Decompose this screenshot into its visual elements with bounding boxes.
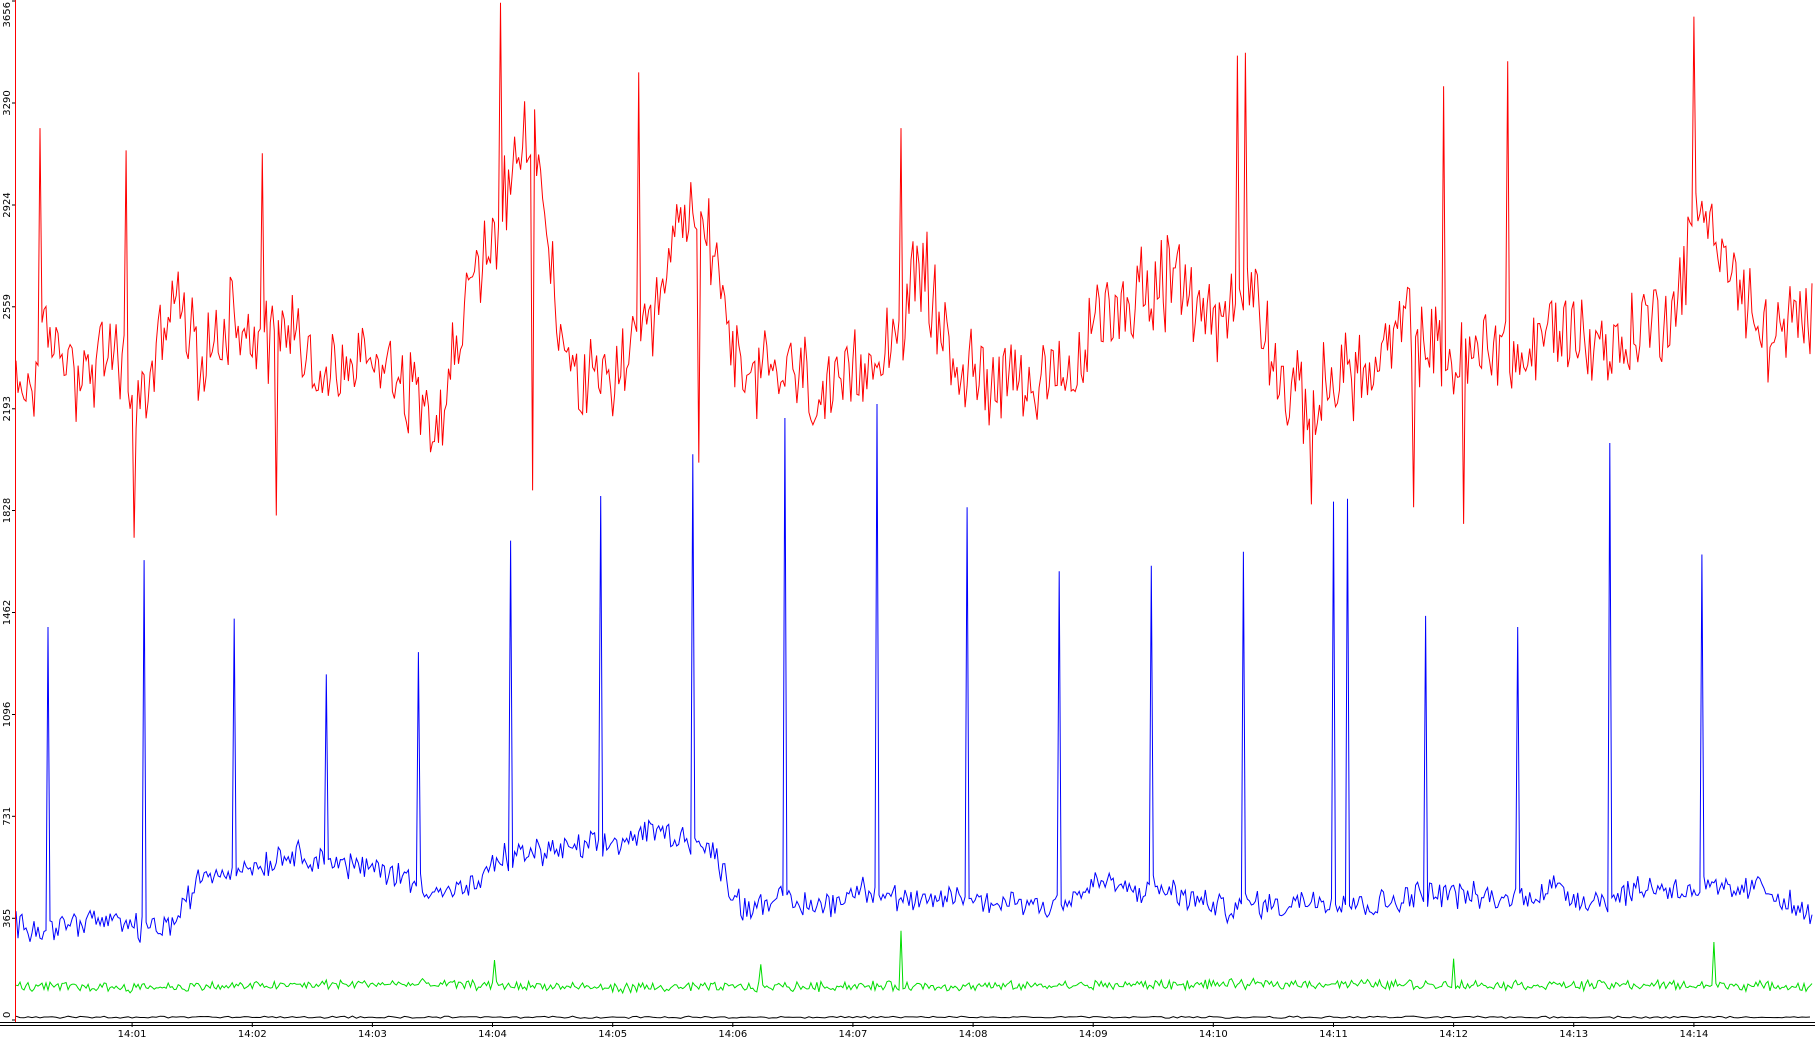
x-tick-labels: 14:01 14:02 14:03 14:04 14:05 14:06 14:07 14:08… <box>118 1023 1708 1039</box>
series-line-2 <box>15 403 1813 943</box>
series-line-3 <box>15 930 1813 995</box>
y-tick-labels: 0 365 731 1096 1462 1828 2193 2559 2924 3290 3656 <box>2 0 15 1021</box>
y-tick-label: 365 <box>2 909 13 928</box>
x-tick-label: 14:04 <box>478 1029 507 1039</box>
y-tick-label: 3290 <box>2 90 13 115</box>
x-tick-label: 14:01 <box>118 1029 147 1039</box>
x-tick-label: 14:08 <box>959 1029 988 1039</box>
x-tick-label: 14:13 <box>1559 1029 1588 1039</box>
y-tick-label: 0 <box>2 1012 13 1018</box>
x-tick-label: 14:06 <box>718 1029 747 1039</box>
y-tick-label: 2924 <box>2 192 13 217</box>
y-tick-label: 2193 <box>2 396 13 421</box>
y-tick-label: 1096 <box>2 702 13 727</box>
series-layer <box>15 2 1813 1019</box>
x-tick-label: 14:05 <box>598 1029 627 1039</box>
x-tick-label: 14:11 <box>1319 1029 1348 1039</box>
x-tick-label: 14:10 <box>1199 1029 1228 1039</box>
series-line-1 <box>15 2 1813 538</box>
y-tick-label: 731 <box>2 807 13 826</box>
x-tick-label: 14:02 <box>238 1029 267 1039</box>
x-tick-label: 14:07 <box>838 1029 867 1039</box>
series-line-4 <box>15 1015 1811 1019</box>
x-tick-label: 14:03 <box>358 1029 387 1039</box>
x-tick-label: 14:09 <box>1079 1029 1108 1039</box>
y-tick-label: 1828 <box>2 498 13 523</box>
y-tick-label: 2559 <box>2 294 13 319</box>
y-tick-label: 1462 <box>2 600 13 625</box>
x-tick-label: 14:14 <box>1679 1029 1708 1039</box>
x-tick-label: 14:12 <box>1439 1029 1468 1039</box>
y-tick-label: 3656 <box>2 2 13 27</box>
